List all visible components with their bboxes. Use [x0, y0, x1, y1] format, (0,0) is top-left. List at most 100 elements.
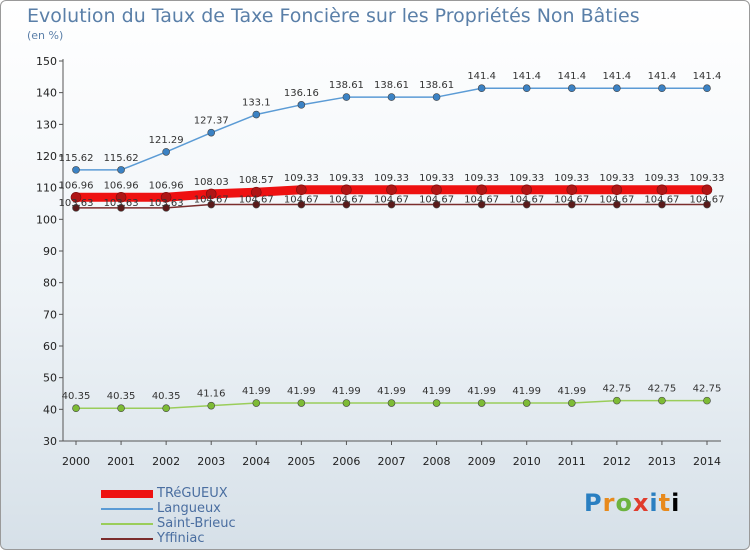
data-point	[387, 93, 396, 101]
legend-label: Yffiniac	[157, 531, 205, 546]
data-label: 108.03	[194, 177, 229, 188]
y-axis-unit-label: (en %)	[27, 29, 64, 42]
legend-label: TRéGUEUX	[157, 486, 228, 501]
y-tick-label: 110	[36, 182, 57, 195]
data-point	[432, 200, 441, 209]
data-label: 109.33	[284, 173, 319, 184]
data-point	[250, 186, 262, 198]
proxiti-logo: Proxiti	[584, 489, 680, 517]
data-label: 141.4	[603, 71, 632, 82]
legend-swatch	[101, 538, 153, 540]
data-label: 103.63	[59, 198, 94, 209]
data-point	[387, 399, 396, 407]
data-point	[658, 200, 666, 209]
logo-letter: r	[602, 489, 616, 517]
data-point	[522, 84, 531, 93]
data-point	[656, 184, 668, 196]
data-label: 109.33	[599, 173, 634, 184]
data-label: 104.67	[284, 195, 319, 206]
data-point	[117, 204, 125, 212]
x-tick-label: 2000	[62, 455, 90, 468]
data-label: 104.67	[239, 195, 274, 206]
logo-letter: i	[671, 489, 681, 517]
data-label: 41.99	[332, 386, 361, 397]
y-tick-label: 130	[36, 118, 57, 131]
y-tick-label: 90	[43, 245, 57, 258]
data-label: 104.67	[509, 195, 544, 206]
data-point	[521, 184, 533, 196]
data-point	[162, 404, 170, 413]
data-point	[387, 200, 396, 209]
data-label: 141.4	[512, 71, 541, 82]
data-point	[611, 184, 623, 196]
legend-swatch	[101, 523, 153, 525]
data-label: 103.63	[104, 198, 139, 209]
logo-letter: t	[658, 489, 672, 517]
data-label: 141.4	[648, 71, 677, 82]
data-label: 104.67	[419, 195, 454, 206]
y-tick-label: 80	[43, 277, 57, 290]
data-point	[703, 396, 711, 405]
x-tick-label: 2008	[423, 455, 451, 468]
y-tick-label: 120	[36, 150, 57, 163]
data-label: 104.67	[329, 195, 364, 206]
data-label: 136.16	[284, 88, 319, 99]
data-label: 104.67	[554, 195, 589, 206]
y-tick-label: 30	[43, 435, 57, 448]
data-point	[613, 200, 621, 209]
data-point	[72, 166, 80, 174]
data-label: 108.57	[239, 175, 274, 186]
data-label: 115.62	[59, 153, 94, 164]
y-tick-label: 50	[43, 372, 57, 385]
data-point	[341, 184, 352, 196]
logo-letter: x	[632, 489, 650, 517]
data-point	[162, 148, 170, 156]
data-label: 103.63	[149, 198, 184, 209]
data-point	[522, 399, 531, 407]
x-tick-label: 2013	[648, 455, 676, 468]
data-point	[160, 191, 172, 203]
data-point	[72, 404, 80, 413]
data-point	[252, 200, 261, 209]
data-point	[566, 184, 578, 196]
legend-swatch	[101, 508, 153, 510]
data-point	[477, 84, 486, 93]
data-label: 109.33	[329, 173, 364, 184]
data-label: 138.61	[419, 80, 454, 91]
logo-letter: i	[649, 489, 659, 517]
data-label: 115.62	[104, 153, 139, 164]
data-point	[386, 184, 397, 196]
y-tick-label: 60	[43, 340, 57, 353]
data-label: 133.1	[242, 98, 271, 109]
data-label: 41.99	[422, 386, 451, 397]
data-label: 41.99	[557, 386, 586, 397]
data-label: 40.35	[62, 391, 91, 402]
data-point	[117, 404, 125, 413]
chart-title: Evolution du Taux de Taxe Foncière sur l…	[27, 5, 640, 27]
data-label: 109.33	[509, 173, 544, 184]
data-label: 106.96	[59, 180, 94, 191]
data-label: 104.67	[194, 195, 229, 206]
data-label: 106.96	[104, 180, 139, 191]
x-tick-label: 2003	[197, 455, 225, 468]
data-point	[162, 204, 170, 212]
data-label: 104.67	[374, 195, 409, 206]
data-label: 104.67	[644, 195, 679, 206]
data-label: 109.33	[374, 173, 409, 184]
data-point	[567, 399, 576, 407]
data-point	[431, 184, 442, 196]
data-label: 42.75	[603, 384, 632, 395]
y-tick-label: 140	[36, 87, 57, 100]
data-label: 109.33	[644, 173, 679, 184]
data-point	[297, 101, 306, 109]
x-tick-label: 2012	[603, 455, 631, 468]
data-label: 42.75	[648, 384, 677, 395]
data-label: 104.67	[599, 195, 634, 206]
data-point	[658, 396, 666, 405]
data-point	[613, 396, 621, 405]
data-label: 127.37	[194, 116, 229, 127]
data-point	[342, 399, 351, 407]
legend-label: Langueux	[157, 501, 221, 516]
data-point	[522, 200, 531, 209]
